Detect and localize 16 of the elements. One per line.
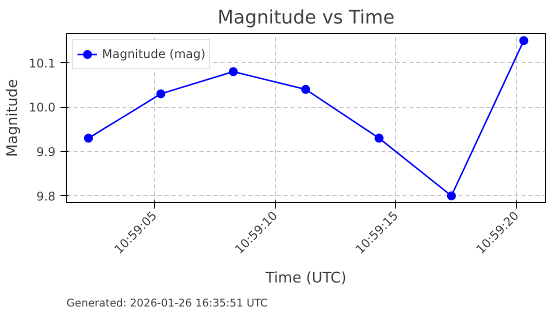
point [446, 191, 456, 200]
point [519, 36, 528, 46]
point [228, 67, 238, 76]
point [156, 89, 166, 98]
chart-title: Magnitude vs Time [217, 8, 395, 28]
y-axis-title: Magnitude [4, 79, 21, 157]
legend-label: Magnitude (mag) [102, 47, 206, 61]
y-tick-label: 9.8 [36, 189, 56, 204]
point [301, 84, 310, 94]
x-axis-title: Time (UTC) [264, 270, 347, 287]
y-tick-label: 10.1 [28, 56, 56, 70]
point [374, 134, 384, 143]
text: Generated: 2026-01-26 16:35:51 UTC [66, 296, 268, 310]
y-tick-label: 9.9 [36, 144, 56, 159]
point [84, 134, 93, 143]
y-tick-label: 10.0 [28, 100, 56, 115]
